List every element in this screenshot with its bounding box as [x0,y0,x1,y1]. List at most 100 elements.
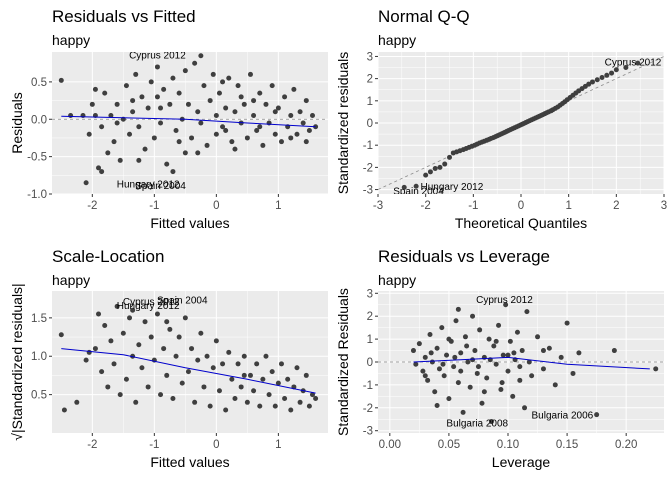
data-point [303,372,309,378]
data-point [213,338,219,344]
smooth-line [61,115,316,128]
data-point [517,364,523,370]
data-point [275,105,281,111]
data-point [148,79,154,85]
data-point [210,71,216,77]
data-point [170,395,176,401]
data-point [604,72,610,78]
data-point [306,127,312,133]
data-point [86,349,92,355]
data-point [123,376,129,382]
data-point [477,327,483,333]
y-tick-label: 0 [367,118,373,130]
data-point [413,183,419,189]
data-point [429,359,435,365]
data-point [254,127,260,133]
data-point [609,70,615,76]
data-point [278,139,284,145]
data-point [170,169,176,175]
data-point [161,346,167,352]
data-point [148,334,154,340]
data-point [164,319,170,325]
data-point [238,384,244,390]
data-point [546,345,552,351]
data-point [108,338,114,344]
data-point [195,150,201,156]
y-tick-label: -1 [363,140,373,152]
data-point [213,113,219,119]
data-point [145,105,151,111]
data-point [511,350,517,356]
data-point [154,64,160,70]
data-point [158,392,164,398]
x-tick-label: -2 [87,200,97,212]
data-point [89,101,95,107]
data-point [247,372,253,378]
data-point [260,142,266,148]
x-tick-label: 0.15 [556,439,578,451]
y-tick-label: 1.5 [31,313,47,325]
y-tick-label: 3 [367,51,373,63]
y-axis-title: Standardized residuals [335,52,351,194]
data-point [444,352,450,358]
x-axis-title: Theoretical Quantiles [455,215,587,231]
data-point [216,90,222,96]
x-tick-label: -1 [468,200,478,212]
data-point [437,164,443,170]
x-tick-label: -1 [149,439,159,451]
x-tick-label: -3 [373,200,383,212]
data-point [192,60,198,66]
y-axis-title: Standardized Residuals [335,288,351,436]
data-point [586,81,592,87]
data-point [207,403,213,409]
data-point [470,313,476,319]
y-tick-label: 0.0 [31,114,47,126]
data-point [272,403,278,409]
data-point [257,124,263,130]
data-point [269,83,275,89]
data-point [260,376,266,382]
data-point [452,354,458,360]
data-point [120,330,126,336]
data-point [182,150,188,156]
panel-rvl: Residuals vs Leverage happy Cyprus 2012 Bul… [335,247,664,470]
data-point [440,361,446,367]
y-tick-label: 0.5 [31,390,47,402]
x-axis-title: Fitted values [150,454,229,470]
data-point [263,353,269,359]
y-tick-label: 3 [367,288,373,300]
data-point [244,399,250,405]
plot-panel [52,52,328,194]
data-point [182,68,188,74]
data-point [96,311,102,317]
data-point [434,403,440,409]
data-point [576,350,582,356]
data-point [297,399,303,405]
data-point [99,169,105,175]
data-point [130,109,136,115]
data-point [251,98,257,104]
data-point [488,419,494,425]
data-point [294,131,300,137]
data-point [653,366,659,372]
data-point [294,365,300,371]
x-tick-label: 1 [275,200,281,212]
data-point [514,329,520,335]
data-point [558,354,564,360]
data-point [467,384,473,390]
data-point [288,113,294,119]
data-point [133,399,139,405]
y-tick-label: 1 [367,334,373,346]
data-point [220,124,226,130]
data-point [493,361,499,367]
data-point [244,135,250,141]
data-point [486,336,492,342]
data-point [167,101,173,107]
data-point [158,120,164,126]
data-point [503,302,509,308]
data-point [238,94,244,100]
data-point [535,334,541,340]
chart-subtitle: happy [52,272,90,288]
data-point [510,393,516,399]
y-tick-label: -1.0 [27,189,47,201]
